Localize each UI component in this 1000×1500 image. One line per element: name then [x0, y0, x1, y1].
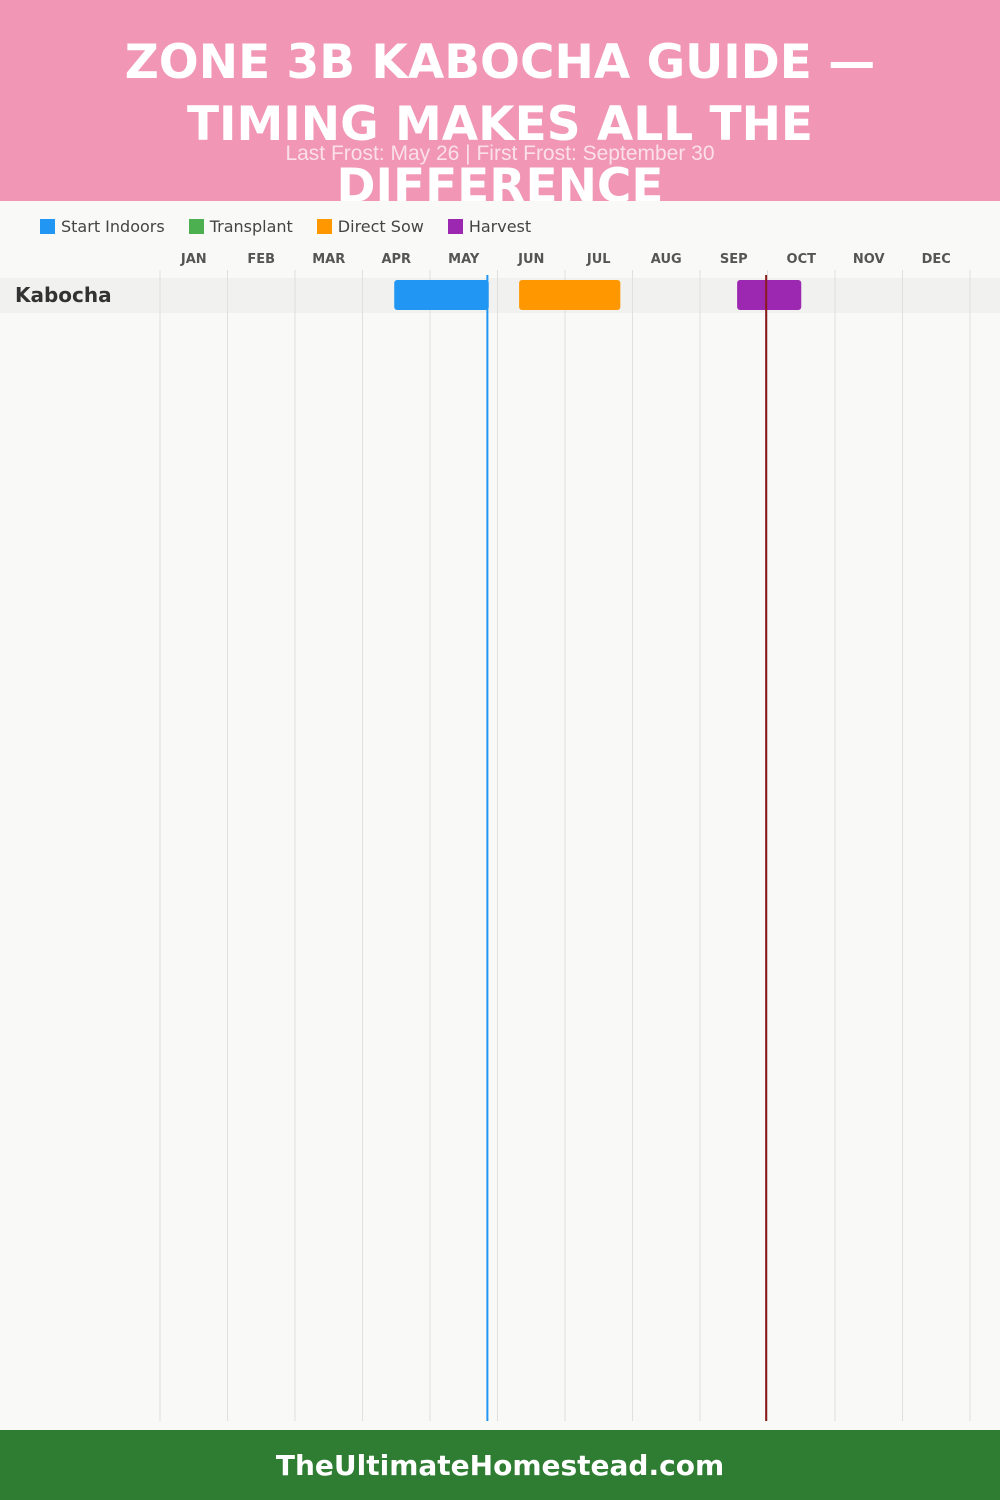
legend-swatch-start-indoors: [40, 218, 55, 234]
month-label-sep: SEP: [720, 252, 748, 267]
month-label-jun: JUN: [517, 252, 544, 267]
footer-banner: TheUltimateHomestead.com: [0, 1430, 1000, 1500]
legend: Start Indoors Transplant Direct Sow Harv…: [40, 214, 555, 238]
legend-label-start-indoors: Start Indoors: [61, 216, 165, 236]
legend-item-start-indoors: Start Indoors: [40, 217, 165, 236]
legend-swatch-transplant: [188, 218, 204, 234]
row-label-kabocha: Kabocha: [15, 283, 112, 307]
legend-label-harvest: Harvest: [468, 216, 532, 236]
month-label-oct: OCT: [787, 252, 817, 267]
legend-swatch-harvest: [447, 218, 463, 234]
month-label-mar: MAR: [312, 252, 345, 267]
bar-harvest: [737, 280, 802, 310]
legend-swatch-direct-sow: [316, 218, 332, 234]
footer-site-link[interactable]: TheUltimateHomestead.com: [275, 1448, 725, 1482]
bar-direct-sow: [519, 280, 621, 310]
page-title: ZONE 3B KABOCHA GUIDE — TIMING MAKES ALL…: [124, 35, 876, 201]
frost-dates-subtitle: Last Frost: May 26 | First Frost: Septem…: [285, 142, 715, 165]
month-label-apr: APR: [381, 252, 411, 267]
legend-item-direct-sow: Direct Sow: [316, 216, 424, 236]
planting-calendar-chart: JAN FEB MAR APR MAY JUN JUL AUG SEP OCT NOV DEC Kabo…: [0, 252, 1000, 1421]
legend-item-transplant: Transplant: [188, 216, 293, 236]
row-band-kabocha: [0, 278, 1000, 313]
month-label-dec: DEC: [922, 252, 951, 267]
month-label-feb: FEB: [247, 252, 275, 267]
legend-label-transplant: Transplant: [209, 216, 293, 236]
bar-start-indoors: [394, 280, 489, 310]
month-label-may: MAY: [448, 252, 480, 267]
month-label-aug: AUG: [651, 252, 682, 267]
legend-label-direct-sow: Direct Sow: [337, 216, 424, 236]
legend-item-harvest: Harvest: [447, 216, 532, 236]
month-label-jan: JAN: [180, 252, 207, 267]
month-label-nov: NOV: [853, 252, 885, 267]
month-label-jul: JUL: [586, 252, 611, 267]
header-banner: ZONE 3B KABOCHA GUIDE — TIMING MAKES ALL…: [0, 0, 1000, 201]
